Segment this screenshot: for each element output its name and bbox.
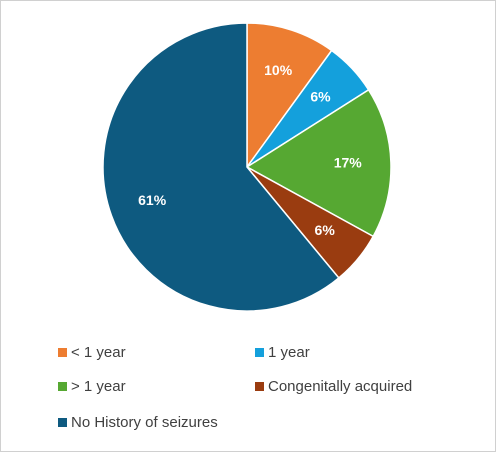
value-label: 10% <box>264 62 293 78</box>
value-label: 6% <box>315 222 336 238</box>
legend-label: > 1 year <box>71 378 126 395</box>
legend-swatch <box>255 348 264 357</box>
pie-slice <box>245 88 392 238</box>
legend-swatch <box>255 382 264 391</box>
value-label: 61% <box>138 192 167 208</box>
pie-slice <box>102 22 340 312</box>
legend-swatch <box>58 382 67 391</box>
legend-label: No History of seizures <box>71 414 218 431</box>
legend-label: Congenitally acquired <box>268 378 412 395</box>
legend-label: 1 year <box>268 344 310 361</box>
legend-swatch <box>58 418 67 427</box>
legend-label: < 1 year <box>71 344 126 361</box>
value-label: 6% <box>310 89 331 105</box>
legend-swatch <box>58 348 67 357</box>
pie-slice <box>246 22 333 170</box>
value-label: 17% <box>334 155 363 171</box>
